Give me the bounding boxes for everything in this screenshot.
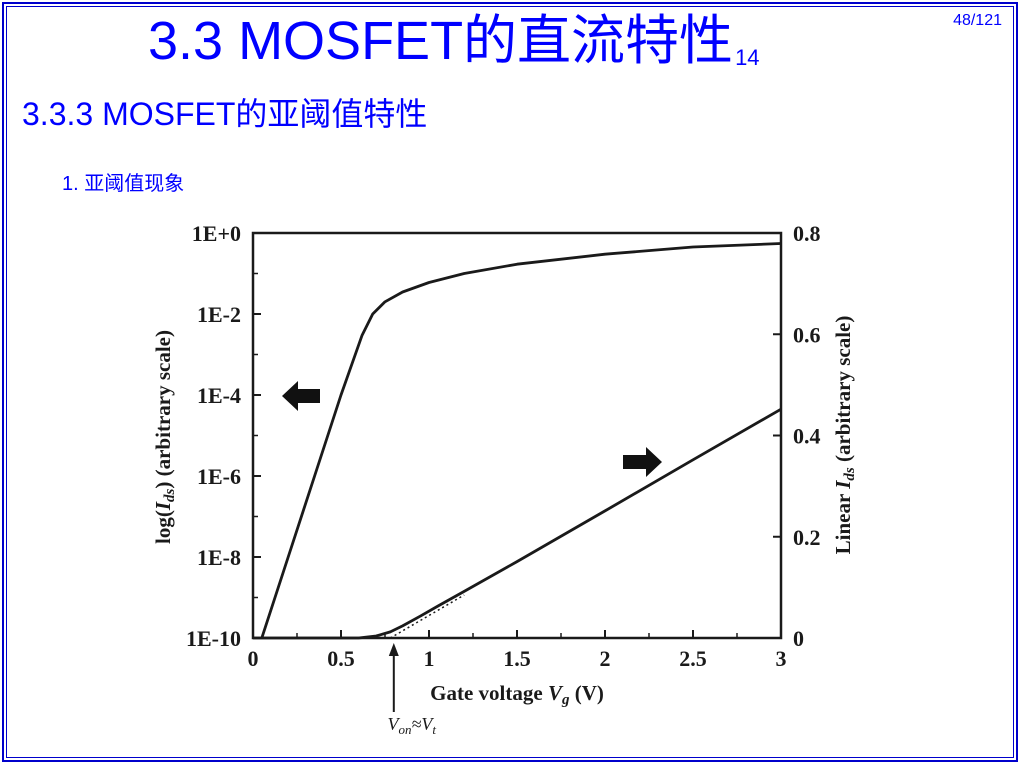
y-right-tick-label: 0.8 — [793, 221, 821, 246]
x-axis-label: Gate voltage Vg (V) — [430, 681, 604, 708]
threshold-annotation: Von≈Vt — [388, 714, 437, 737]
y-left-tick-label: 1E-6 — [197, 464, 241, 489]
linear-current-curve — [253, 407, 782, 640]
x-tick-label: 2.5 — [679, 646, 707, 671]
y-right-tick-label: 0.2 — [793, 525, 821, 550]
threshold-arrow-head — [388, 643, 399, 656]
extrapolation-line — [389, 594, 465, 639]
x-tick-label: 1.5 — [503, 646, 531, 671]
y-right-tick-label: 0.6 — [793, 322, 821, 347]
y-left-tick-label: 1E-4 — [197, 383, 241, 408]
right-arrow-icon — [623, 447, 662, 477]
subsection-heading: 1. 亚阈值现象 — [62, 173, 185, 195]
y-left-tick-label: 1E-8 — [197, 545, 241, 570]
slide-title-suffix: 14 — [735, 45, 760, 70]
x-tick-label: 0.5 — [327, 646, 355, 671]
x-tick-label: 3 — [776, 646, 787, 671]
y-right-tick-label: 0.4 — [793, 424, 821, 449]
x-tick-label: 0 — [248, 646, 259, 671]
y-right-axis-label: Linear Ids (arbitrary scale) — [831, 316, 858, 555]
left-arrow-icon — [282, 381, 320, 411]
y-right-tick-label: 0 — [793, 626, 804, 651]
log-current-curve — [260, 242, 782, 639]
slide-title: 3.3 MOSFET的直流特性14 — [148, 6, 760, 93]
plot-frame — [251, 231, 783, 640]
y-left-tick-label: 1E-10 — [186, 626, 241, 651]
y-left-tick-label: 1E-2 — [197, 302, 241, 327]
x-tick-label: 1 — [424, 646, 435, 671]
y-left-axis-label: log(Ids) (arbitrary scale) — [151, 330, 178, 544]
y-left-tick-label: 1E+0 — [192, 221, 241, 246]
page-number: 48/121 — [953, 12, 1002, 29]
slide-title-text: 3.3 MOSFET的直流特性 — [148, 11, 734, 71]
slide-border-inner — [6, 6, 1014, 758]
section-heading: 3.3.3 MOSFET的亚阈值特性 — [22, 96, 428, 132]
x-tick-label: 2 — [600, 646, 611, 671]
